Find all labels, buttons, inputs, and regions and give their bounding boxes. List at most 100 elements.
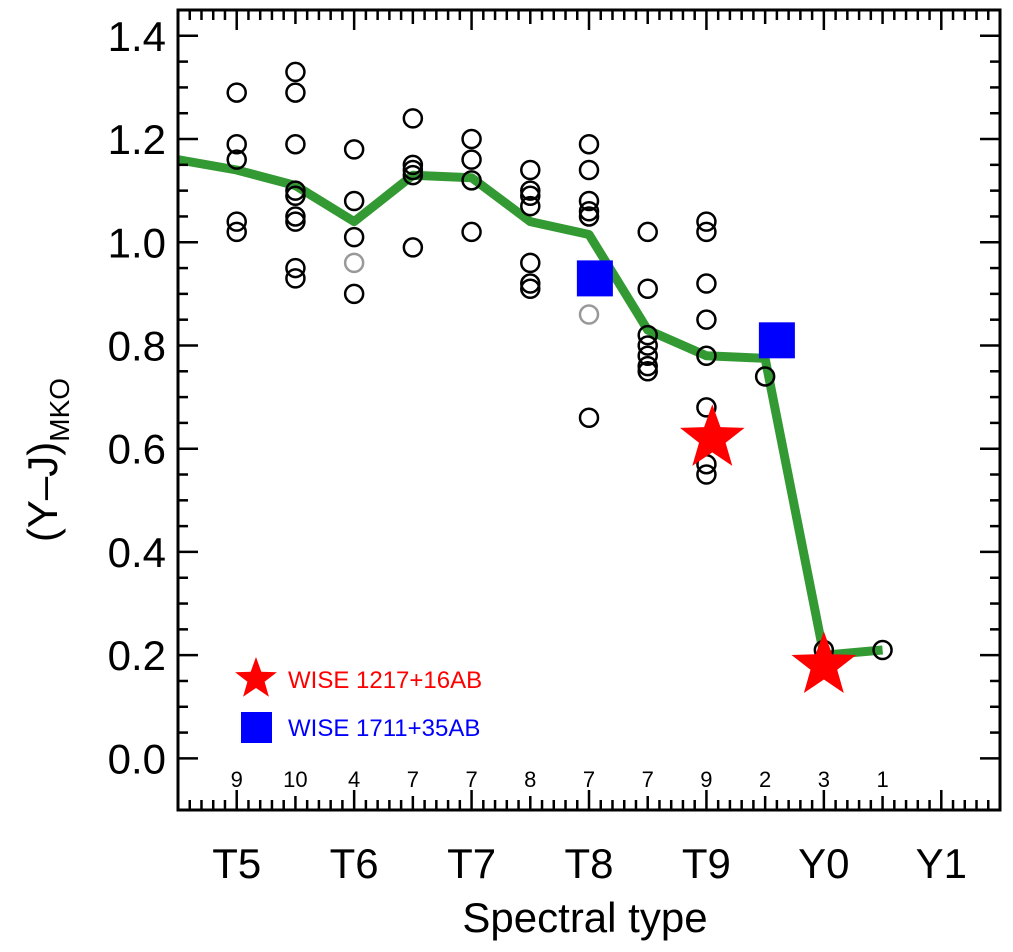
field-object-point: [696, 345, 717, 367]
gray-object-point: [343, 252, 365, 274]
field-object-point: [637, 335, 658, 356]
count-label: 4: [348, 767, 360, 792]
field-object-point: [696, 464, 717, 485]
count-label: 8: [524, 767, 536, 792]
count-labels-layer: 9 10 4 7 7 8 7 7 9 2 3 1: [231, 767, 889, 792]
field-object-point: [872, 639, 893, 661]
mean-line-layer: [177, 155, 883, 660]
field-object-point: [520, 180, 541, 201]
count-label: 9: [231, 767, 243, 792]
y-axis-label: (Y–J)MKO: [19, 378, 75, 542]
y-tick-label: 1.0: [108, 219, 166, 266]
field-object-point: [520, 195, 541, 217]
field-object-point: [637, 345, 658, 367]
field-object-point: [578, 159, 600, 181]
y-tick-label: 0.8: [108, 322, 166, 369]
field-object-point: [285, 206, 306, 227]
wise1711-square-point: [576, 260, 613, 297]
field-object-point: [461, 170, 482, 191]
field-object-point: [578, 206, 600, 227]
field-object-point: [461, 221, 482, 243]
field-object-point: [696, 221, 717, 243]
field-object-point: [402, 237, 424, 258]
field-object-point: [754, 366, 776, 387]
y-axis-label-main: (Y–J): [19, 442, 66, 542]
field-object-point: [285, 257, 306, 279]
legend-label-wise1217: WISE 1217+16AB: [288, 667, 482, 694]
field-object-point: [226, 221, 247, 243]
field-object-point: [343, 139, 365, 160]
wise1217-star-point: [791, 631, 857, 693]
field-object-point: [696, 211, 717, 232]
field-object-point: [226, 211, 247, 232]
field-object-point: [520, 273, 541, 294]
y-tick-label: 0.0: [108, 735, 166, 782]
data-points-layer: [226, 61, 893, 671]
x-axis-label: Spectral type: [462, 894, 707, 941]
field-object-point: [520, 252, 541, 274]
field-object-point: [578, 407, 600, 428]
x-tick-label: Y0: [798, 840, 849, 887]
field-object-point: [402, 159, 424, 181]
gray-object-point: [578, 304, 600, 325]
count-label: 7: [583, 767, 595, 792]
x-tick-label: T6: [330, 840, 379, 887]
field-object-point: [696, 397, 717, 418]
field-object-point: [285, 268, 306, 289]
field-object-point: [637, 324, 658, 346]
field-object-point: [637, 361, 658, 382]
count-label: 2: [759, 767, 771, 792]
field-object-point: [402, 164, 424, 186]
field-object-point: [226, 133, 247, 155]
x-tick-label: T7: [447, 840, 496, 887]
x-tick-label: Y1: [916, 840, 967, 887]
y-tick-label: 1.4: [108, 13, 166, 60]
field-object-point: [343, 283, 365, 305]
field-object-point: [402, 154, 424, 176]
count-label: 7: [642, 767, 654, 792]
legend-star-icon: [235, 657, 277, 697]
highlighted-objects-layer: [576, 260, 857, 693]
axis-ticks-layer: [178, 10, 1000, 810]
legend-square-icon: [241, 712, 272, 743]
field-object-point: [578, 133, 600, 155]
field-object-point: [578, 190, 600, 212]
x-tick-label: T8: [564, 840, 613, 887]
tick-labels-layer: 0.0 0.2 0.4 0.6 0.8 1.0 1.2 1.4 T5 T6 T7 T8 T9 Y0 Y1: [108, 13, 967, 887]
y-tick-label: 0.2: [108, 632, 166, 679]
field-object-point: [637, 221, 658, 243]
field-object-point: [520, 185, 541, 207]
legend: WISE 1217+16AB WISE 1711+35AB: [235, 657, 482, 743]
field-object-point: [285, 185, 306, 207]
y-tick-label: 0.4: [108, 529, 166, 576]
field-object-point: [520, 278, 541, 299]
legend-label-wise1711: WISE 1711+35AB: [288, 715, 480, 742]
field-object-point: [696, 309, 717, 330]
wise1711-square-point: [758, 322, 795, 359]
field-object-point: [226, 149, 247, 170]
x-tick-label: T9: [682, 840, 731, 887]
count-label: 7: [465, 767, 477, 792]
field-object-point: [285, 211, 306, 232]
field-object-point: [461, 128, 482, 150]
field-object-point: [285, 180, 306, 201]
field-object-point: [343, 226, 365, 248]
field-object-point: [285, 61, 306, 83]
field-object-point: [226, 82, 247, 103]
count-label: 3: [818, 767, 830, 792]
x-tick-label: T5: [212, 840, 261, 887]
field-object-point: [578, 201, 600, 222]
field-object-point: [285, 82, 306, 103]
field-object-point: [461, 149, 482, 170]
field-object-point: [402, 108, 424, 129]
count-label: 1: [876, 767, 888, 792]
field-object-point: [696, 273, 717, 294]
field-object-point: [520, 159, 541, 181]
count-label: 10: [283, 767, 307, 792]
field-object-point: [637, 278, 658, 299]
field-object-point: [637, 355, 658, 377]
mean-color-line: [177, 155, 883, 660]
y-tick-label: 0.6: [108, 426, 166, 473]
y-axis-label-subscript: MKO: [44, 378, 75, 442]
